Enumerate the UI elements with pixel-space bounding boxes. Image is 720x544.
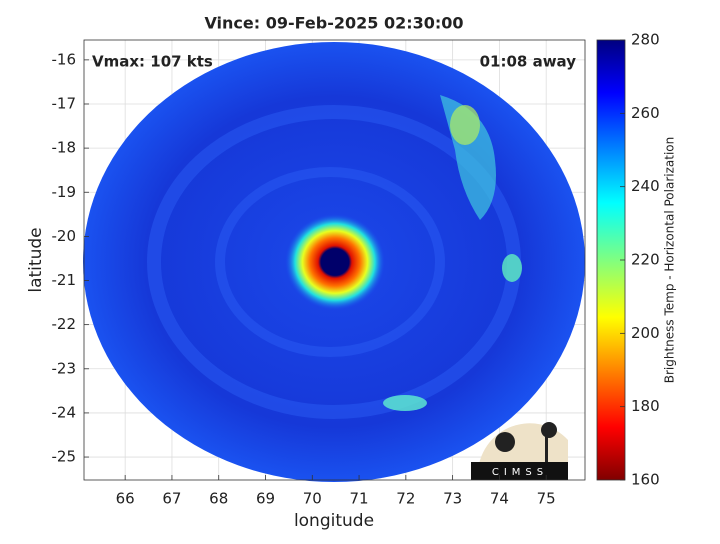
y-tick-label: -17 [52,94,77,112]
annotation: Vmax: 107 kts [92,53,213,71]
colorbar-tick-label: 220 [631,251,660,269]
y-tick-label: -22 [52,315,77,333]
logo-text: CIMSS [492,467,548,478]
y-tick-label: -21 [52,271,77,289]
x-axis-label: longitude [294,511,374,531]
x-tick-label: 72 [396,490,415,508]
y-tick-label: -23 [52,359,77,377]
plot-area: CIMSS [83,39,586,482]
x-tick-label: 66 [116,490,135,508]
colorbar-tick-label: 160 [631,471,660,489]
colorbar-tick-label: 280 [631,31,660,49]
colorbar-label: Brightness Temp - Horizontal Polarizatio… [663,137,677,384]
x-tick-label: 68 [209,490,228,508]
annotation: 01:08 away [480,53,577,71]
x-tick-label: 75 [537,490,556,508]
x-tick-label: 67 [162,490,181,508]
x-tick-label: 69 [256,490,275,508]
eyewall [285,214,385,310]
colorbar-tick-label: 180 [631,397,660,415]
cloud-band [450,105,480,145]
rainband [215,167,445,357]
x-tick-label: 70 [303,490,322,508]
y-axis-label: latitude [26,227,46,292]
colorbar-tick-label: 200 [631,324,660,342]
x-tick-label: 71 [350,490,369,508]
x-tick-label: 74 [490,490,509,508]
y-tick-label: -24 [52,403,77,421]
colorbar-tick-label: 240 [631,177,660,195]
y-tick-label: -16 [52,50,77,68]
cloud-band [502,254,522,282]
y-tick-label: -25 [52,448,77,466]
logo: CIMSS [471,422,568,480]
plot-frame [83,39,586,481]
colorbar-tick-label: 260 [631,104,660,122]
chart-title: Vince: 09-Feb-2025 02:30:00 [204,14,463,33]
y-tick-label: -20 [52,227,77,245]
y-tick-label: -18 [52,139,77,157]
y-tick-label: -19 [52,183,77,201]
x-tick-label: 73 [443,490,462,508]
cloud-band [383,395,427,411]
